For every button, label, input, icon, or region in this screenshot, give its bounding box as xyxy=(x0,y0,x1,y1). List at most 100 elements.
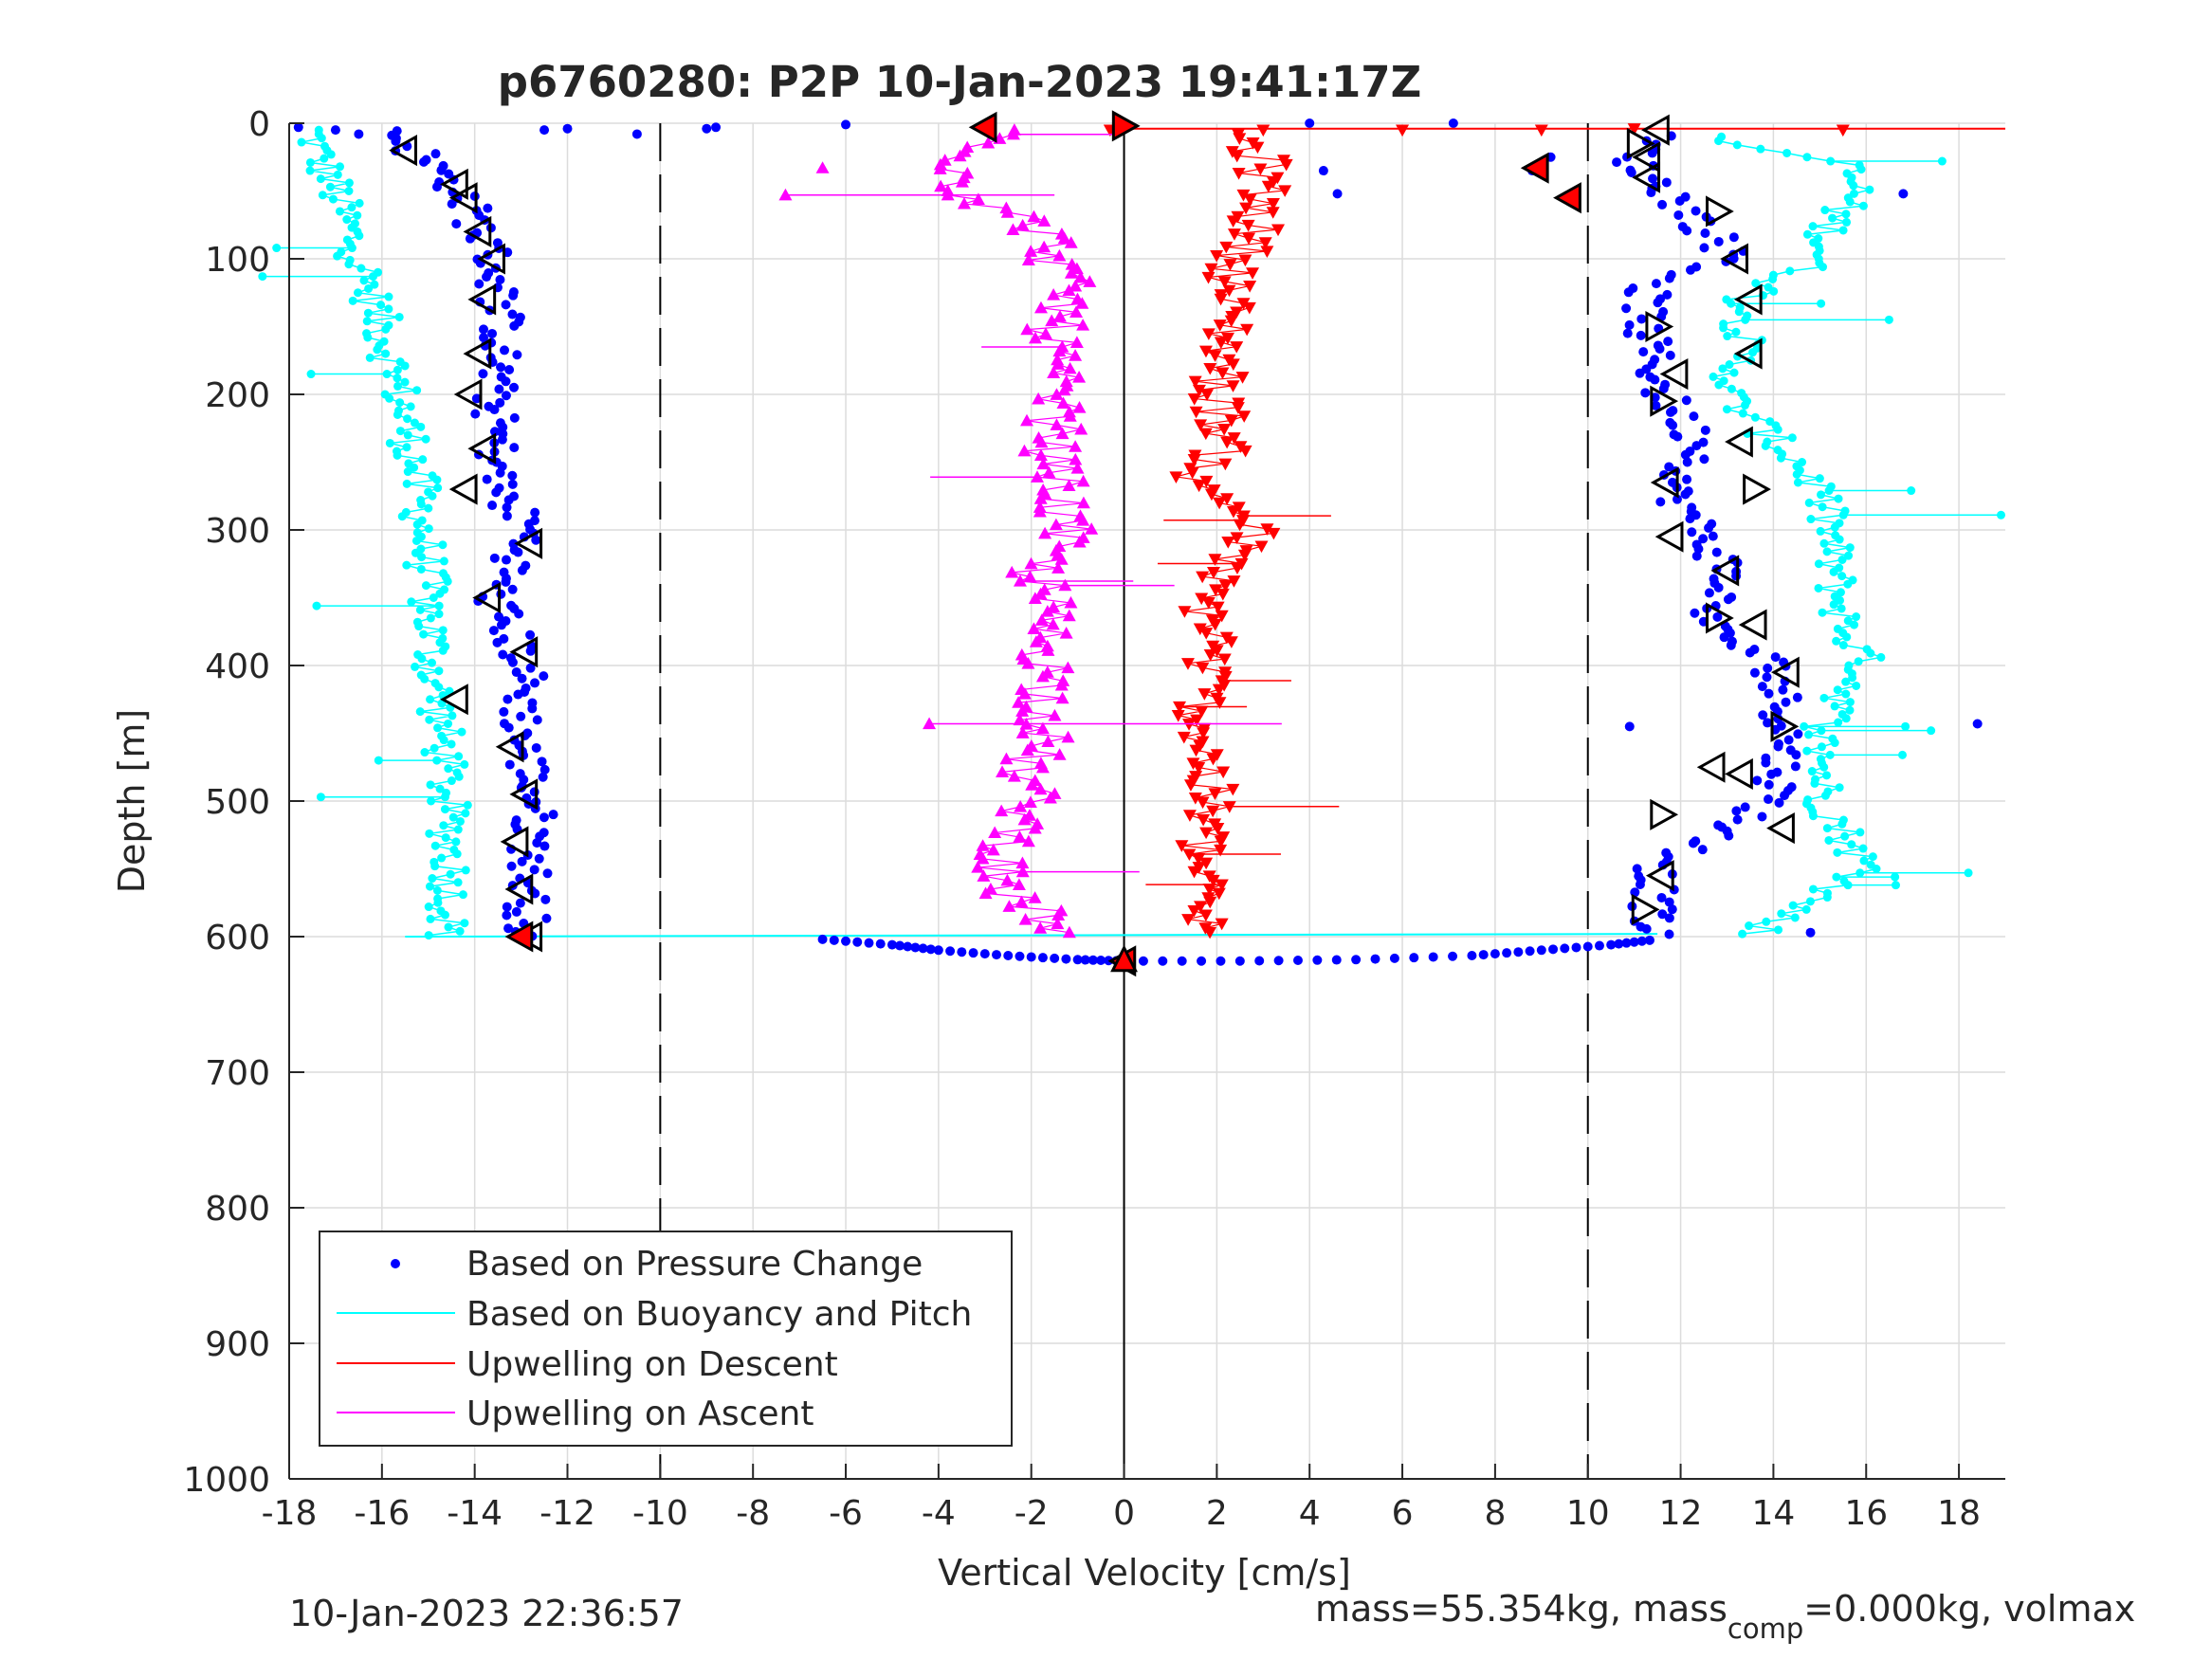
x-tick-label: 16 xyxy=(1844,1494,1888,1533)
pressure-point xyxy=(1080,955,1090,965)
pressure-point xyxy=(489,553,500,563)
pressure-point xyxy=(1731,571,1742,581)
pressure-point xyxy=(1793,729,1803,739)
pressure-point xyxy=(495,397,505,408)
pressure-point xyxy=(502,502,512,513)
upwelling-descent-point xyxy=(1223,259,1237,271)
pressure-point xyxy=(529,865,539,875)
buoyancy-point xyxy=(272,244,282,253)
pressure-point xyxy=(1104,956,1114,966)
pressure-point xyxy=(508,290,519,301)
pressure-point xyxy=(1657,199,1668,210)
upwelling-descent-point xyxy=(1260,246,1274,258)
upwelling-descent-point xyxy=(1198,909,1213,922)
pressure-point xyxy=(418,156,429,167)
upwelling-descent-point xyxy=(1224,414,1238,428)
pressure-point xyxy=(489,405,500,415)
upwelling-ascent-point xyxy=(1064,595,1078,609)
open-triangle-marker xyxy=(1641,114,1670,146)
legend-label-buoyancy: Based on Buoyancy and Pitch xyxy=(466,1295,972,1334)
pressure-point xyxy=(1732,814,1743,825)
chart-title: p6760280: P2P 10-Jan-2023 19:41:17Z xyxy=(498,57,1422,107)
pressure-point xyxy=(933,945,943,956)
upwelling-descent-point xyxy=(1217,424,1232,436)
pressure-point xyxy=(1723,594,1733,605)
upwelling-ascent-point xyxy=(1033,301,1048,314)
open-triangle-marker xyxy=(1632,161,1661,193)
pressure-point xyxy=(478,324,488,335)
upwelling-ascent-point xyxy=(1063,361,1077,374)
pressure-point xyxy=(1686,264,1696,275)
pressure-point xyxy=(1668,420,1678,430)
pressure-point xyxy=(1673,210,1684,220)
upwelling-descent-point xyxy=(1254,540,1269,554)
upwelling-descent-point xyxy=(1188,792,1202,805)
pressure-point xyxy=(517,673,527,684)
pressure-point xyxy=(968,948,978,958)
pressure-point xyxy=(1525,946,1535,957)
pressure-point xyxy=(1689,411,1699,422)
pressure-point xyxy=(502,511,512,521)
pressure-point xyxy=(1594,940,1604,951)
open-triangle-marker xyxy=(463,215,492,247)
pressure-point xyxy=(542,868,553,879)
pressure-point xyxy=(1050,953,1060,963)
upwelling-ascent-point xyxy=(1051,917,1065,930)
upwelling-ascent-point xyxy=(1076,496,1090,509)
upwelling-descent-point xyxy=(1199,827,1214,840)
pressure-point xyxy=(498,649,508,660)
pressure-point xyxy=(1636,314,1647,324)
pressure-point xyxy=(293,122,303,133)
pressure-point xyxy=(1773,741,1783,752)
pressure-point xyxy=(1003,951,1014,961)
pressure-point xyxy=(1636,936,1647,946)
pressure-point xyxy=(1764,794,1774,805)
upwelling-ascent-point xyxy=(1024,245,1038,257)
upwelling-ascent-point xyxy=(1083,275,1097,287)
buoyancy-point xyxy=(374,756,383,765)
upwelling-ascent-point xyxy=(1017,444,1032,457)
open-triangle-marker xyxy=(1650,798,1679,830)
pressure-point xyxy=(1478,950,1489,960)
pressure-point xyxy=(1292,956,1303,966)
upwelling-ascent-point xyxy=(988,826,1002,839)
pressure-point xyxy=(471,393,482,404)
pressure-point xyxy=(479,333,489,343)
pressure-point xyxy=(1197,956,1207,966)
upwelling-descent-point xyxy=(1219,241,1234,254)
pressure-point xyxy=(1764,688,1774,699)
pressure-point xyxy=(1972,719,1983,729)
pressure-point xyxy=(1680,489,1691,500)
upwelling-descent-point xyxy=(1258,237,1272,249)
upwelling-descent-point xyxy=(1215,610,1229,623)
pressure-point xyxy=(1651,279,1661,289)
pressure-point xyxy=(1273,956,1284,966)
open-triangle-marker xyxy=(448,182,478,214)
pressure-point xyxy=(1688,838,1698,848)
upwelling-descent-point xyxy=(1217,653,1232,666)
upwelling-ascent-point xyxy=(1059,626,1073,639)
x-tick-label: 0 xyxy=(1113,1494,1135,1533)
pressure-point xyxy=(1697,845,1708,855)
footer-mass-sub: comp xyxy=(1728,1613,1803,1645)
upwelling-descent-point xyxy=(1181,914,1196,926)
pressure-point xyxy=(511,906,521,917)
pressure-point xyxy=(1778,684,1788,695)
open-triangle-marker xyxy=(440,684,468,716)
pressure-point xyxy=(515,898,525,908)
legend-label-descent: Upwelling on Descent xyxy=(466,1345,838,1384)
x-tick-label: -14 xyxy=(447,1494,503,1533)
upwelling-ascent-point xyxy=(1000,873,1015,886)
upwelling-descent-point xyxy=(1204,488,1218,501)
y-tick-label: 900 xyxy=(205,1325,270,1364)
upwelling-ascent-point xyxy=(1021,253,1035,266)
pressure-point xyxy=(534,853,544,864)
upwelling-ascent-point xyxy=(1035,721,1050,735)
x-tick-label: 4 xyxy=(1299,1494,1321,1533)
pressure-point xyxy=(1758,710,1768,720)
open-triangle-marker xyxy=(495,731,524,763)
open-triangle-marker xyxy=(1632,141,1661,173)
footer-mass-info: mass=55.354kg, masscomp=0.000kg, volmax xyxy=(1315,1588,2135,1645)
buoyancy-point xyxy=(312,601,321,611)
pressure-point xyxy=(1331,955,1342,965)
